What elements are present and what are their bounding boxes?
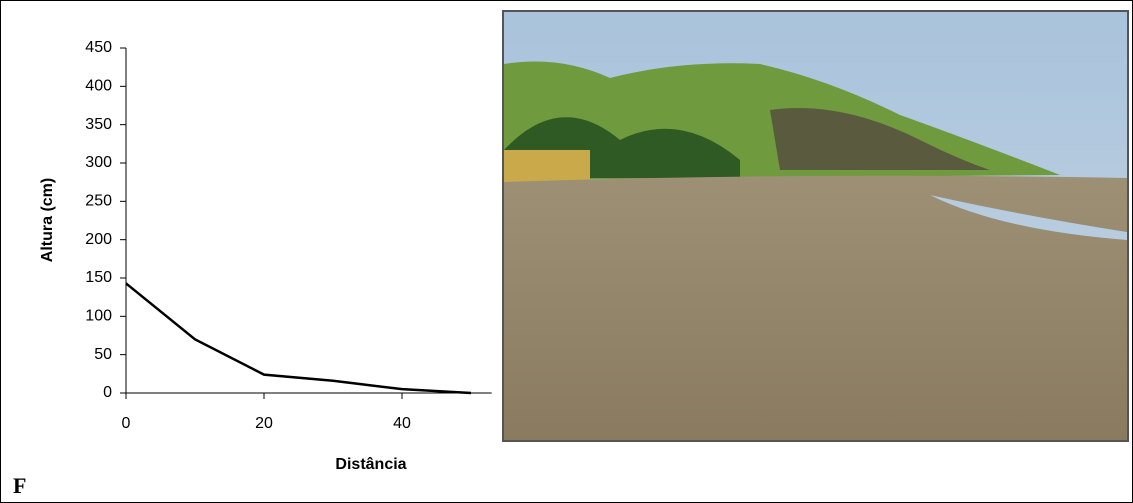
y-axis-title: Altura (cm) [39,178,56,262]
y-tick-label: 50 [94,346,112,363]
plot: 0 50 100 150 200 250 300 350 400 450 0 20 40 [85,39,492,432]
y-tick-label: 200 [85,231,112,248]
y-tick-label: 150 [85,269,112,286]
photo-kiosk [504,150,590,182]
x-axis-title: Distância [335,456,406,473]
x-tick-label: 20 [255,415,273,432]
y-tick-label: 300 [85,154,112,171]
y-tick-label: 100 [85,308,112,325]
x-tick-label: 0 [122,415,131,432]
y-tick-label: 450 [85,39,112,56]
photo-rock [770,108,990,170]
y-tick-label: 250 [85,193,112,210]
photo-sand [504,175,1127,440]
y-tick-label: 350 [85,116,112,133]
data-line [125,282,472,395]
y-tick-label: 0 [103,384,112,401]
y-tick-label: 400 [85,78,112,95]
x-tick-label: 40 [393,415,411,432]
panel-label: F [13,473,26,498]
photo [502,10,1129,442]
